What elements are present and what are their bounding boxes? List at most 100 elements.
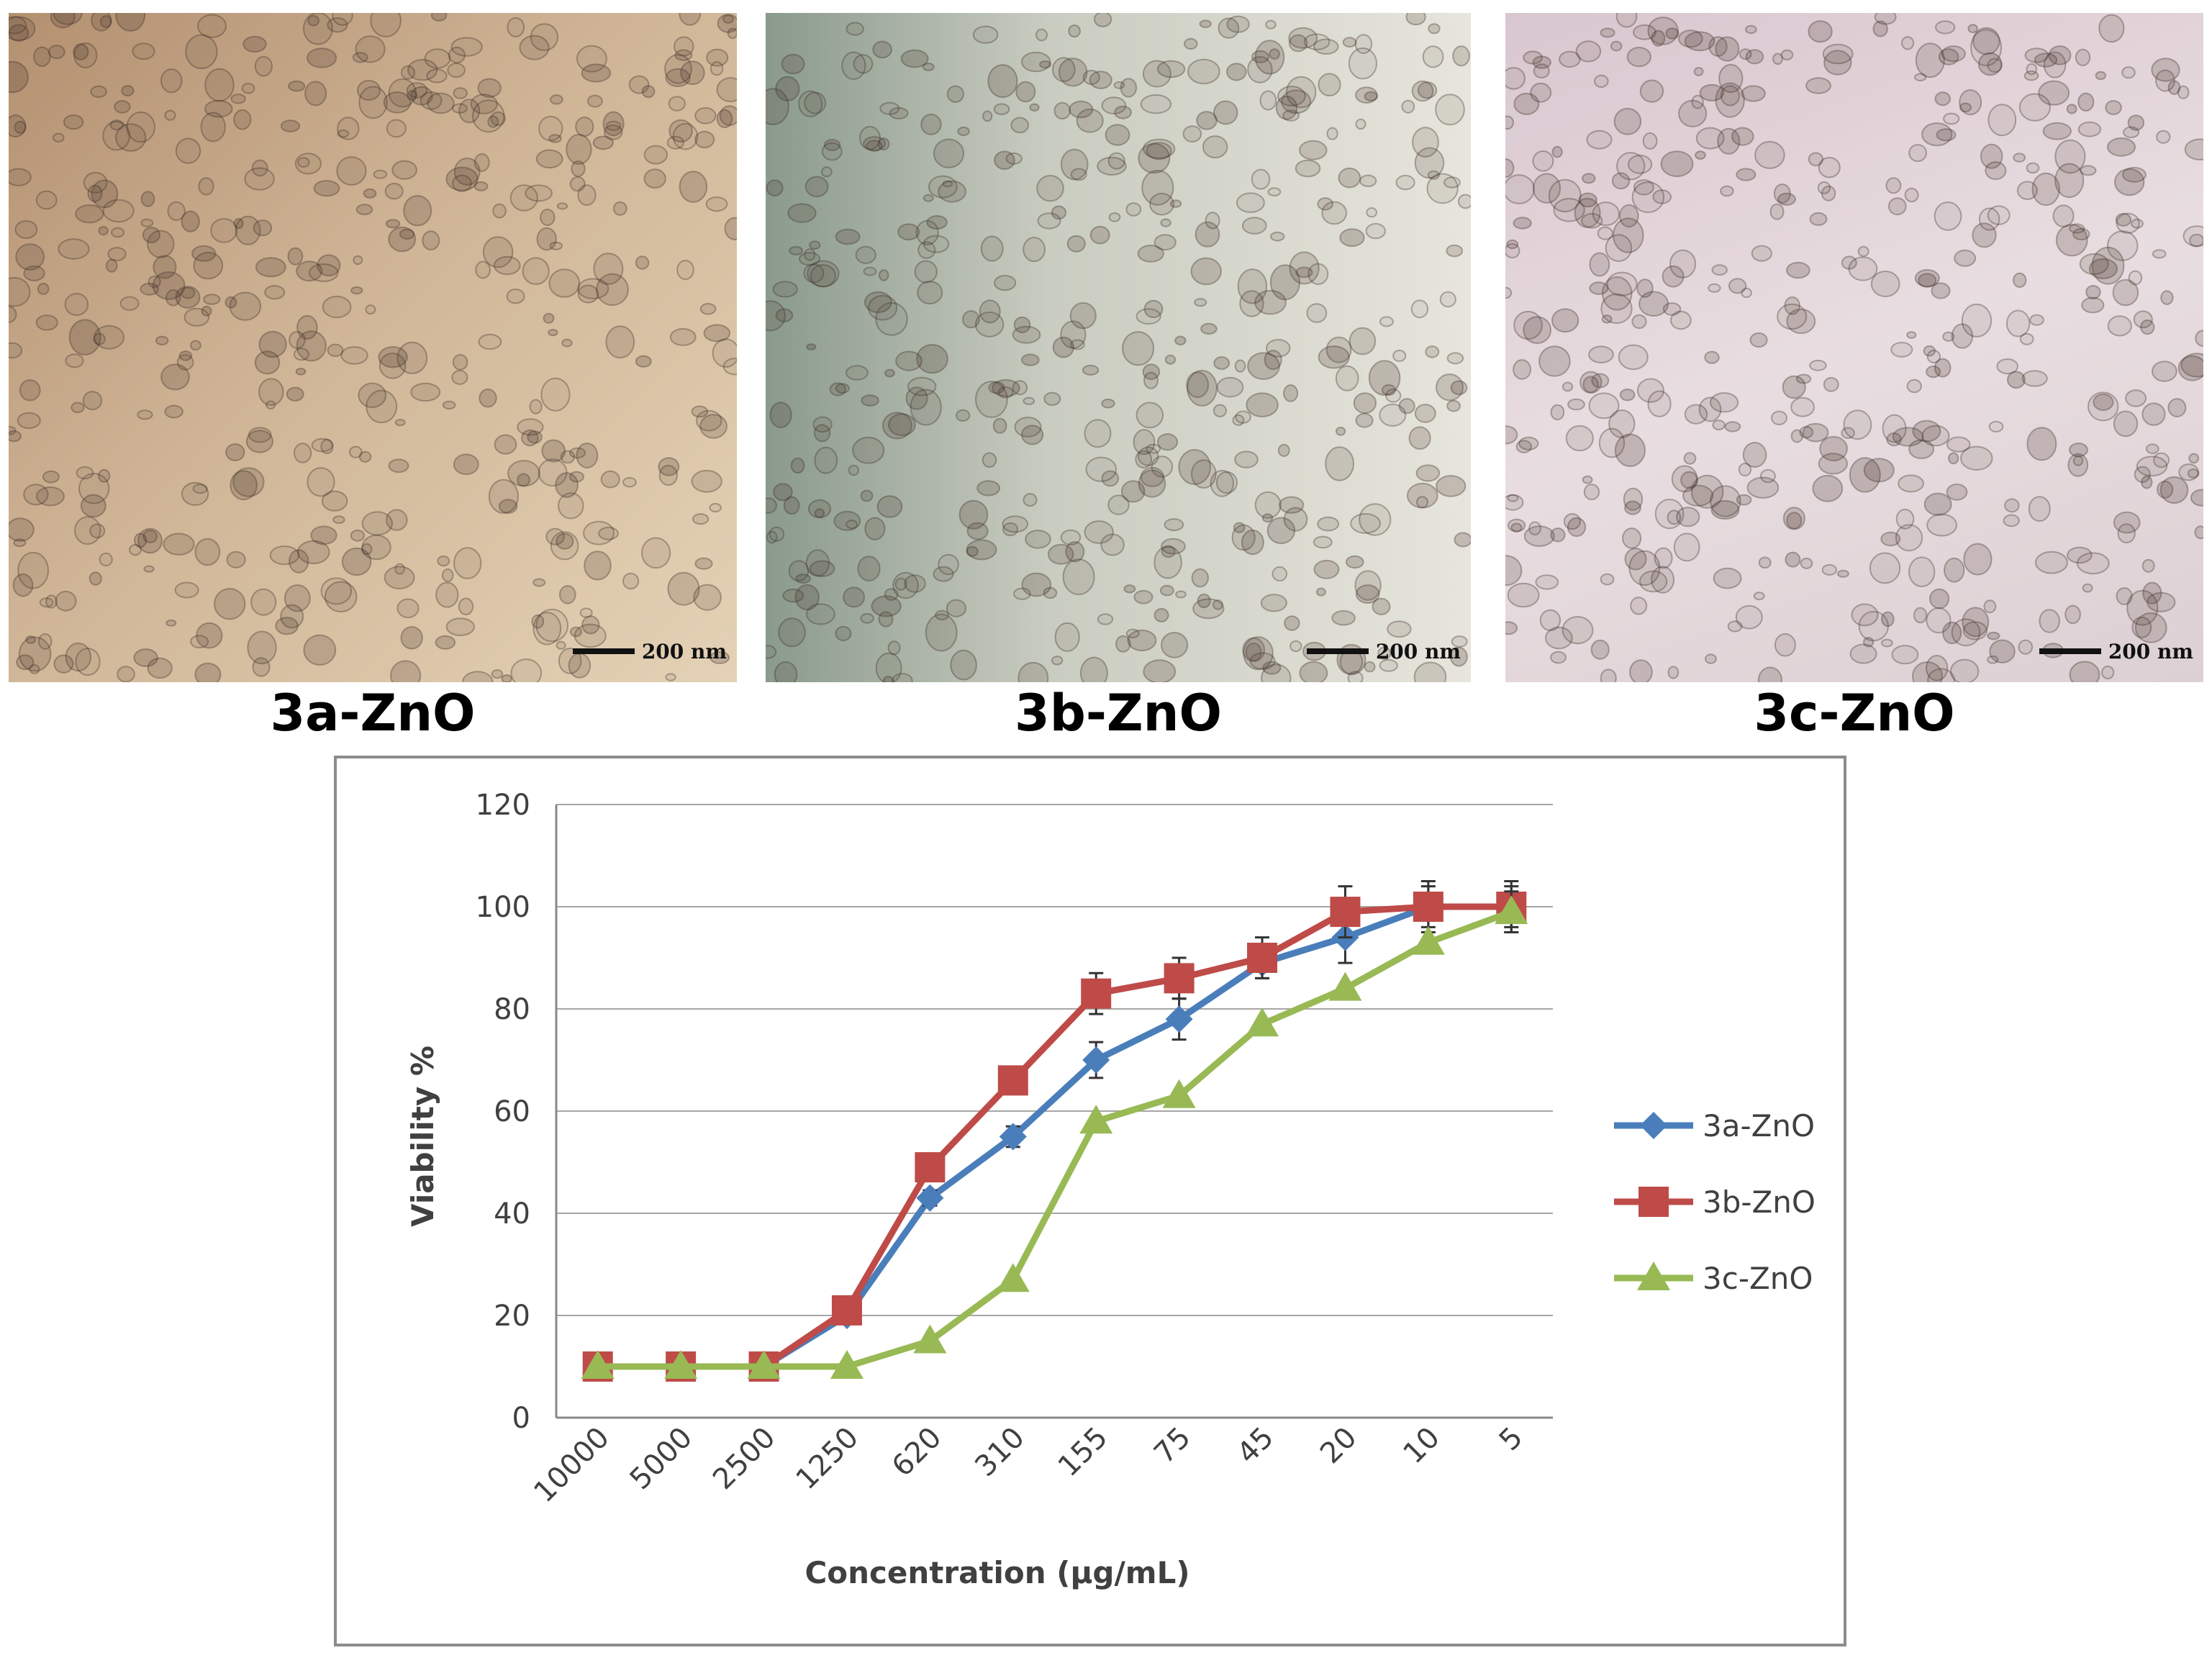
cell-shape — [1232, 414, 1245, 426]
cell-shape — [1629, 659, 1653, 682]
cell-shape — [1583, 484, 1600, 501]
cell-shape — [65, 353, 84, 368]
cell-shape — [1101, 470, 1120, 487]
cell-shape — [1890, 342, 1913, 358]
cell-shape — [1741, 85, 1766, 102]
cell-shape — [1137, 245, 1164, 263]
cell-shape — [2075, 48, 2091, 66]
cell-shape — [1234, 359, 1246, 373]
cell-shape — [303, 634, 337, 666]
cell-shape — [1325, 446, 1354, 481]
cell-shape — [1051, 57, 1076, 83]
cell-shape — [1355, 86, 1378, 104]
micrograph-3c: 200 nm — [1505, 13, 2203, 682]
cell-shape — [2021, 370, 2048, 387]
cell-shape — [1318, 345, 1350, 369]
cell-shape — [137, 527, 163, 554]
cell-shape — [783, 496, 800, 515]
cell-shape — [410, 86, 433, 106]
cell-shape — [289, 330, 306, 349]
data-point — [996, 1263, 1030, 1292]
cell-shape — [887, 640, 901, 656]
cell-shape — [99, 552, 113, 567]
cell-shape — [1138, 469, 1166, 498]
cell-shape — [1923, 492, 1952, 516]
cell-shape — [1582, 475, 1593, 484]
cell-shape — [1066, 235, 1086, 253]
cell-shape — [1097, 613, 1114, 625]
series-3c-ZnO — [581, 890, 1528, 1379]
cell-shape — [1914, 73, 1927, 82]
cell-shape — [1197, 593, 1211, 609]
cell-shape — [1035, 28, 1048, 42]
cell-shape — [35, 190, 58, 210]
cell-shape — [337, 130, 350, 138]
cell-shape — [232, 467, 265, 497]
cell-shape — [1264, 350, 1282, 371]
cell-shape — [1507, 494, 1519, 502]
x-tick-label: 2500 — [707, 1421, 782, 1497]
cell-shape — [938, 180, 967, 203]
cell-shape — [1901, 36, 1915, 50]
cell-shape — [175, 137, 201, 164]
cell-shape — [795, 574, 811, 584]
cell-shape — [1175, 590, 1187, 599]
cell-shape — [2128, 270, 2143, 286]
cell-shape — [194, 538, 221, 566]
cell-shape — [1426, 173, 1459, 204]
cell-shape — [147, 230, 175, 258]
cell-shape — [1277, 443, 1290, 458]
cell-shape — [308, 263, 339, 282]
cell-shape — [422, 230, 440, 251]
cell-shape — [699, 414, 727, 439]
cell-shape — [1505, 243, 1520, 259]
cell-shape — [1338, 167, 1361, 189]
cell-shape — [64, 293, 89, 316]
cell-shape — [641, 85, 656, 99]
cell-shape — [577, 278, 609, 300]
cell-shape — [214, 588, 246, 620]
cell-shape — [1306, 303, 1328, 323]
cell-shape — [1151, 456, 1174, 478]
cell-shape — [2125, 389, 2147, 407]
cell-shape — [336, 156, 367, 186]
cell-shape — [2018, 639, 2034, 655]
cell-shape — [1184, 37, 1198, 50]
cell-shape — [1082, 364, 1100, 376]
data-point — [1328, 971, 1362, 1001]
cell-shape — [2091, 246, 2125, 285]
cell-shape — [450, 37, 483, 57]
cell-shape — [129, 544, 142, 556]
cell-shape — [692, 513, 710, 525]
cell-shape — [794, 584, 820, 611]
cell-shape — [531, 614, 545, 629]
cell-shape — [1600, 293, 1633, 325]
cell-shape — [1996, 358, 2019, 375]
cell-shape — [226, 551, 246, 568]
cell-shape — [1236, 192, 1265, 214]
cell-shape — [1079, 656, 1108, 682]
cell-shape — [1289, 251, 1320, 285]
cell-shape — [1895, 524, 1923, 552]
cell-shape — [1021, 51, 1051, 73]
cell-shape — [448, 46, 466, 64]
cell-shape — [507, 460, 540, 487]
cell-shape — [1777, 303, 1808, 330]
cell-shape — [361, 511, 393, 536]
cell-shape — [75, 204, 104, 224]
cell-shape — [641, 537, 671, 569]
cell-shape — [258, 378, 284, 407]
cell-shape — [1654, 547, 1673, 569]
cell-shape — [1012, 325, 1041, 344]
cell-shape — [710, 651, 730, 664]
cell-shape — [1379, 403, 1407, 427]
x-tick-label: 75 — [1148, 1421, 1197, 1471]
cell-shape — [2182, 225, 2203, 247]
cell-shape — [1638, 570, 1668, 593]
cell-shape — [555, 472, 579, 498]
cell-shape — [2013, 153, 2026, 163]
cell-shape — [2142, 581, 2162, 604]
cell-shape — [1819, 435, 1849, 462]
cell-shape — [1597, 226, 1613, 240]
cell-shape — [1239, 290, 1264, 317]
